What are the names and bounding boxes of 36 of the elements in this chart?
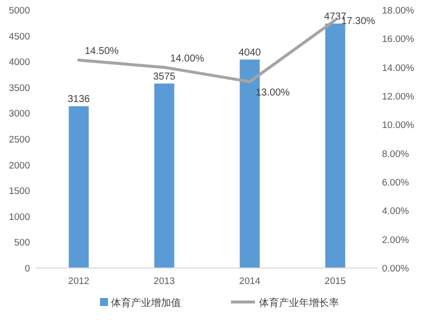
x-tick-label: 2012 — [68, 276, 90, 287]
bar — [325, 24, 346, 268]
y2-tick-label: 8.00% — [382, 148, 410, 160]
y2-tick-label: 2.00% — [382, 234, 410, 246]
y-tick-label: 4500 — [8, 31, 30, 42]
x-tick-label: 2013 — [154, 276, 175, 287]
y-tick-label: 1000 — [8, 212, 30, 223]
y2-tick-label: 14.00% — [382, 62, 415, 74]
y2-tick-label: 0.00% — [382, 264, 410, 274]
y-tick-label: 3000 — [8, 108, 30, 120]
y-tick-label: 2500 — [8, 134, 30, 146]
legend-label: 体育产业年增长率 — [259, 297, 339, 309]
y-tick-label: 5000 — [8, 6, 30, 16]
y-tick-label: 4000 — [8, 57, 30, 68]
data-label: 3136 — [68, 94, 90, 106]
x-tick-label: 2015 — [324, 276, 346, 287]
bar — [68, 106, 89, 268]
legend-label: 体育产业增加值 — [111, 297, 181, 309]
bar — [154, 84, 174, 268]
data-label: 14.00% — [170, 53, 204, 64]
y2-tick-label: 6.00% — [382, 178, 410, 188]
y-tick-label: 2000 — [8, 160, 30, 172]
y2-tick-label: 10.00% — [382, 120, 415, 132]
y2-tick-label: 12.00% — [382, 92, 415, 102]
y-tick-label: 3500 — [8, 82, 30, 94]
y-tick-label: 500 — [14, 238, 30, 249]
data-label: 3575 — [153, 72, 176, 83]
y2-tick-label: 4.00% — [382, 206, 410, 218]
data-label: 14.50% — [84, 46, 119, 58]
y2-tick-label: 18.00% — [382, 6, 415, 16]
y-tick-label: 1500 — [8, 186, 30, 198]
y2-tick-label: 16.00% — [382, 34, 415, 46]
line-series — [77, 18, 337, 84]
data-label: 4040 — [238, 48, 262, 59]
x-tick-label: 2014 — [239, 276, 260, 287]
y-tick-label: 0 — [24, 264, 30, 274]
